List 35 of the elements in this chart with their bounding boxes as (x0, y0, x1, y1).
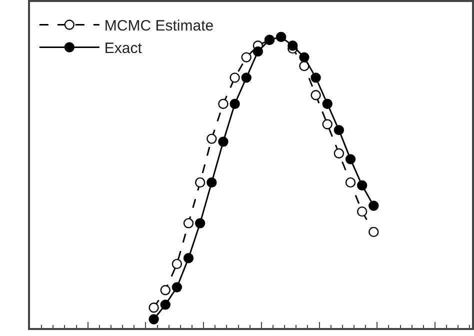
point (230, 72, 240, 83)
point (322, 119, 332, 130)
point (218, 136, 228, 147)
point (345, 177, 356, 188)
point (310, 90, 321, 100)
point (241, 72, 252, 83)
point (334, 148, 344, 158)
point (299, 52, 310, 62)
point (252, 46, 264, 57)
point (206, 134, 217, 144)
point (356, 206, 368, 217)
legend-label: Exact (104, 40, 143, 58)
point (356, 180, 368, 190)
point (194, 177, 206, 188)
point (310, 72, 321, 83)
point (345, 154, 356, 164)
point (241, 52, 252, 62)
legend-label: MCMC Estimate (104, 18, 214, 35)
point (368, 200, 379, 211)
point (160, 285, 170, 296)
point (194, 218, 206, 228)
point (230, 98, 240, 109)
point (172, 258, 182, 270)
point (288, 40, 298, 51)
point (183, 218, 194, 228)
point (148, 314, 159, 324)
point (160, 300, 170, 310)
point (322, 98, 332, 109)
point (334, 124, 344, 136)
point (206, 177, 217, 188)
point (218, 98, 228, 109)
point (368, 226, 379, 238)
point (183, 253, 194, 264)
point (172, 282, 182, 292)
point (148, 302, 159, 313)
